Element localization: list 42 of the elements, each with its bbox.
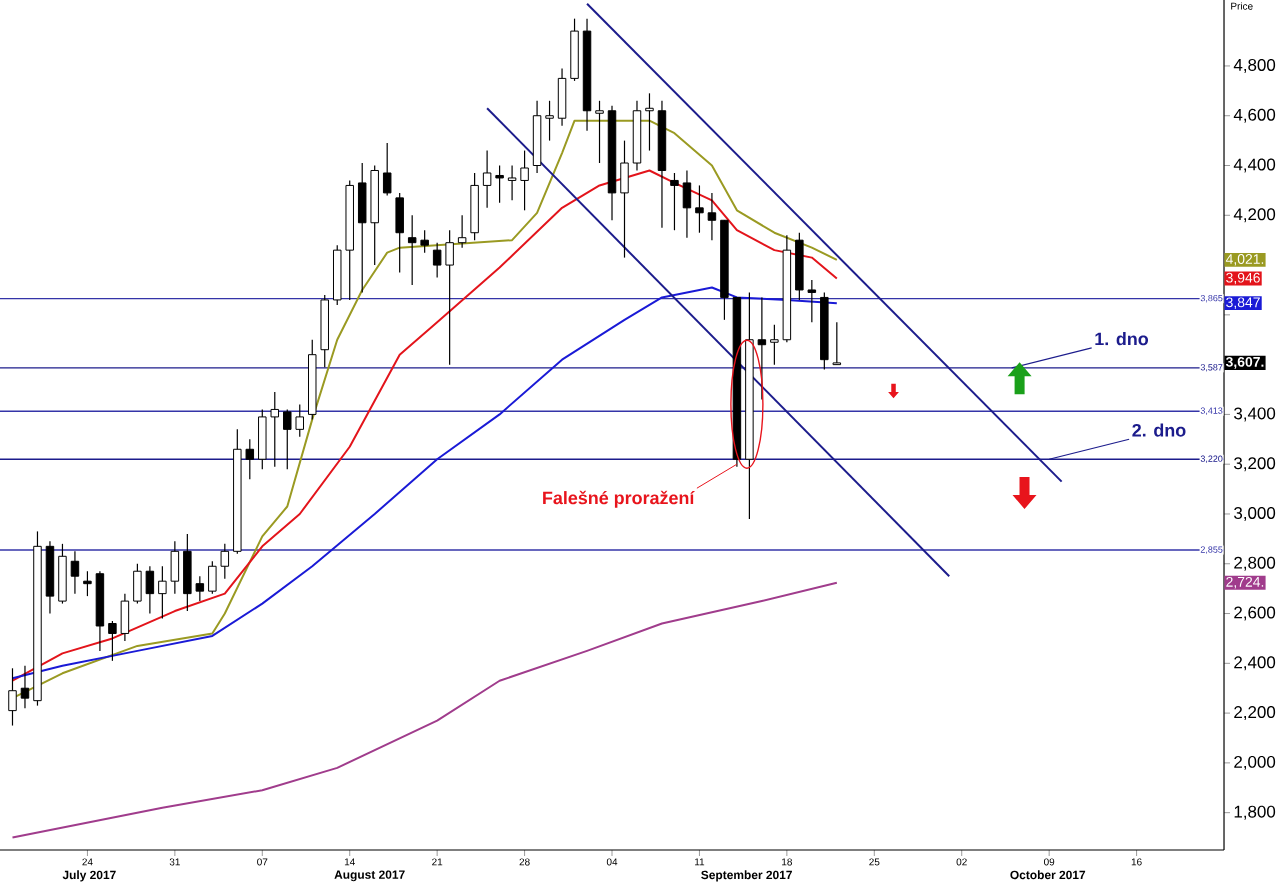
candlestick [382,142,392,196]
y-tick-label: 3,400 [1234,407,1276,422]
candlestick [557,67,567,127]
candlestick [595,100,604,164]
y-tick-label: 2,200 [1234,706,1276,721]
candlestick [20,665,30,709]
candlestick [470,172,479,241]
annotation: 1. dno [1095,332,1149,346]
y-tick-label: 2,800 [1234,556,1276,571]
candlestick [395,192,404,274]
y-tick-label: 3,000 [1234,507,1276,521]
candlestick [457,214,467,249]
candlestick [570,18,579,82]
y-tick-label: 3,200 [1234,457,1276,472]
candlestick [108,620,117,662]
candlestick [8,667,17,727]
y-tick-label: 2,000 [1234,755,1276,770]
candlestick [682,169,692,239]
annotation: 2. dno [1132,423,1186,437]
annotation: Falešné proražení [543,490,695,508]
line-series [11,581,838,839]
y-tick-label: 4,200 [1233,208,1276,223]
candlestick [620,140,629,259]
candlestick [58,543,67,605]
candlestick [507,164,517,201]
candlestick [120,593,130,642]
candlestick [670,172,679,231]
y-tick-label: 2,400 [1234,656,1276,671]
line-series [11,286,838,680]
candlestick [545,100,554,142]
y-tick-label: 4,800 [1233,58,1276,73]
candlestick [70,550,80,595]
candlestick [645,92,654,152]
y-tick-label: 2,600 [1234,606,1276,621]
y-tick-label: 1,800 [1234,805,1276,820]
y-tick-label: 4,400 [1233,158,1276,173]
candlestick [83,570,92,597]
candlestick [520,149,529,211]
candlestick [707,192,717,241]
y-tick-label: 4,600 [1233,108,1276,123]
candlestick [832,321,842,366]
candlestick [695,184,704,234]
